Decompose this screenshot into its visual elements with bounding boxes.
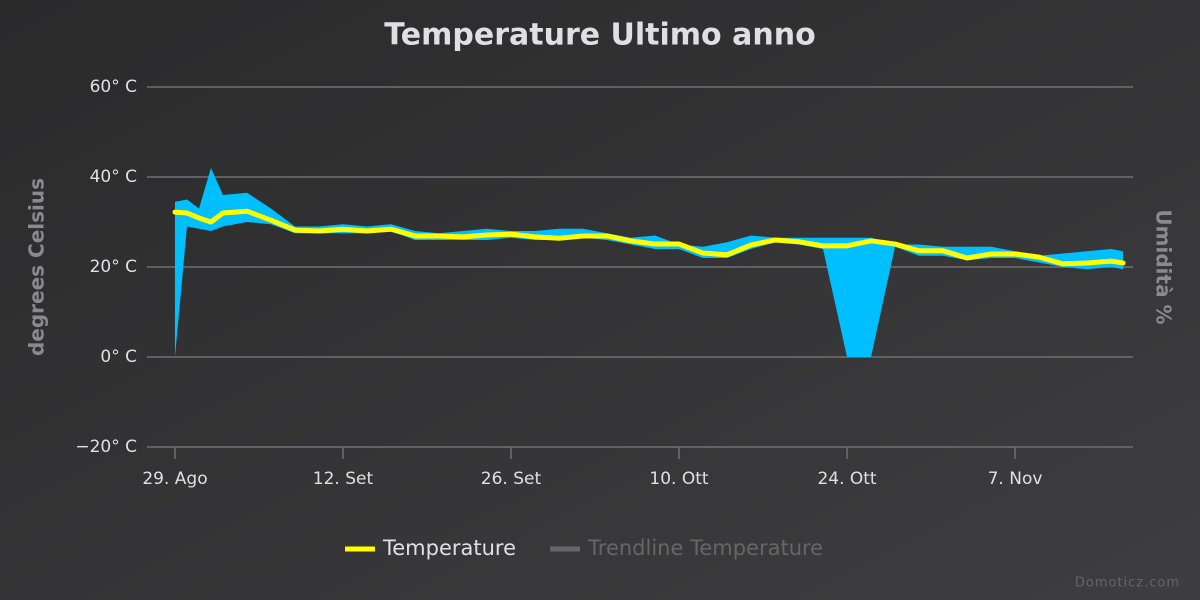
x-tick-label: 26. Set [481, 469, 542, 489]
y-tick-label: 0° C [100, 347, 137, 367]
series-line [172, 208, 1126, 267]
y-axis-title: degrees Celsius [25, 178, 49, 356]
watermark: Domoticz.com [1075, 576, 1180, 591]
y-tick-label: 20° C [90, 257, 137, 277]
x-tick-label: 10. Ott [649, 469, 708, 489]
x-tick-label: 12. Set [313, 469, 374, 489]
x-tick-label: 7. Nov [988, 469, 1043, 489]
x-tick-label: 24. Ott [817, 469, 876, 489]
y2-axis-title: Umidità % [1152, 209, 1176, 324]
y-tick-label: −20° C [75, 437, 137, 457]
legend-label: Trendline Temperature [587, 536, 823, 560]
legend-label: Temperature [382, 536, 516, 560]
x-tick-label: 29. Ago [142, 469, 207, 489]
chart-title: Temperature Ultimo anno [384, 18, 815, 53]
y-tick-label: 40° C [90, 167, 137, 187]
y-tick-label: 60° C [90, 77, 137, 97]
